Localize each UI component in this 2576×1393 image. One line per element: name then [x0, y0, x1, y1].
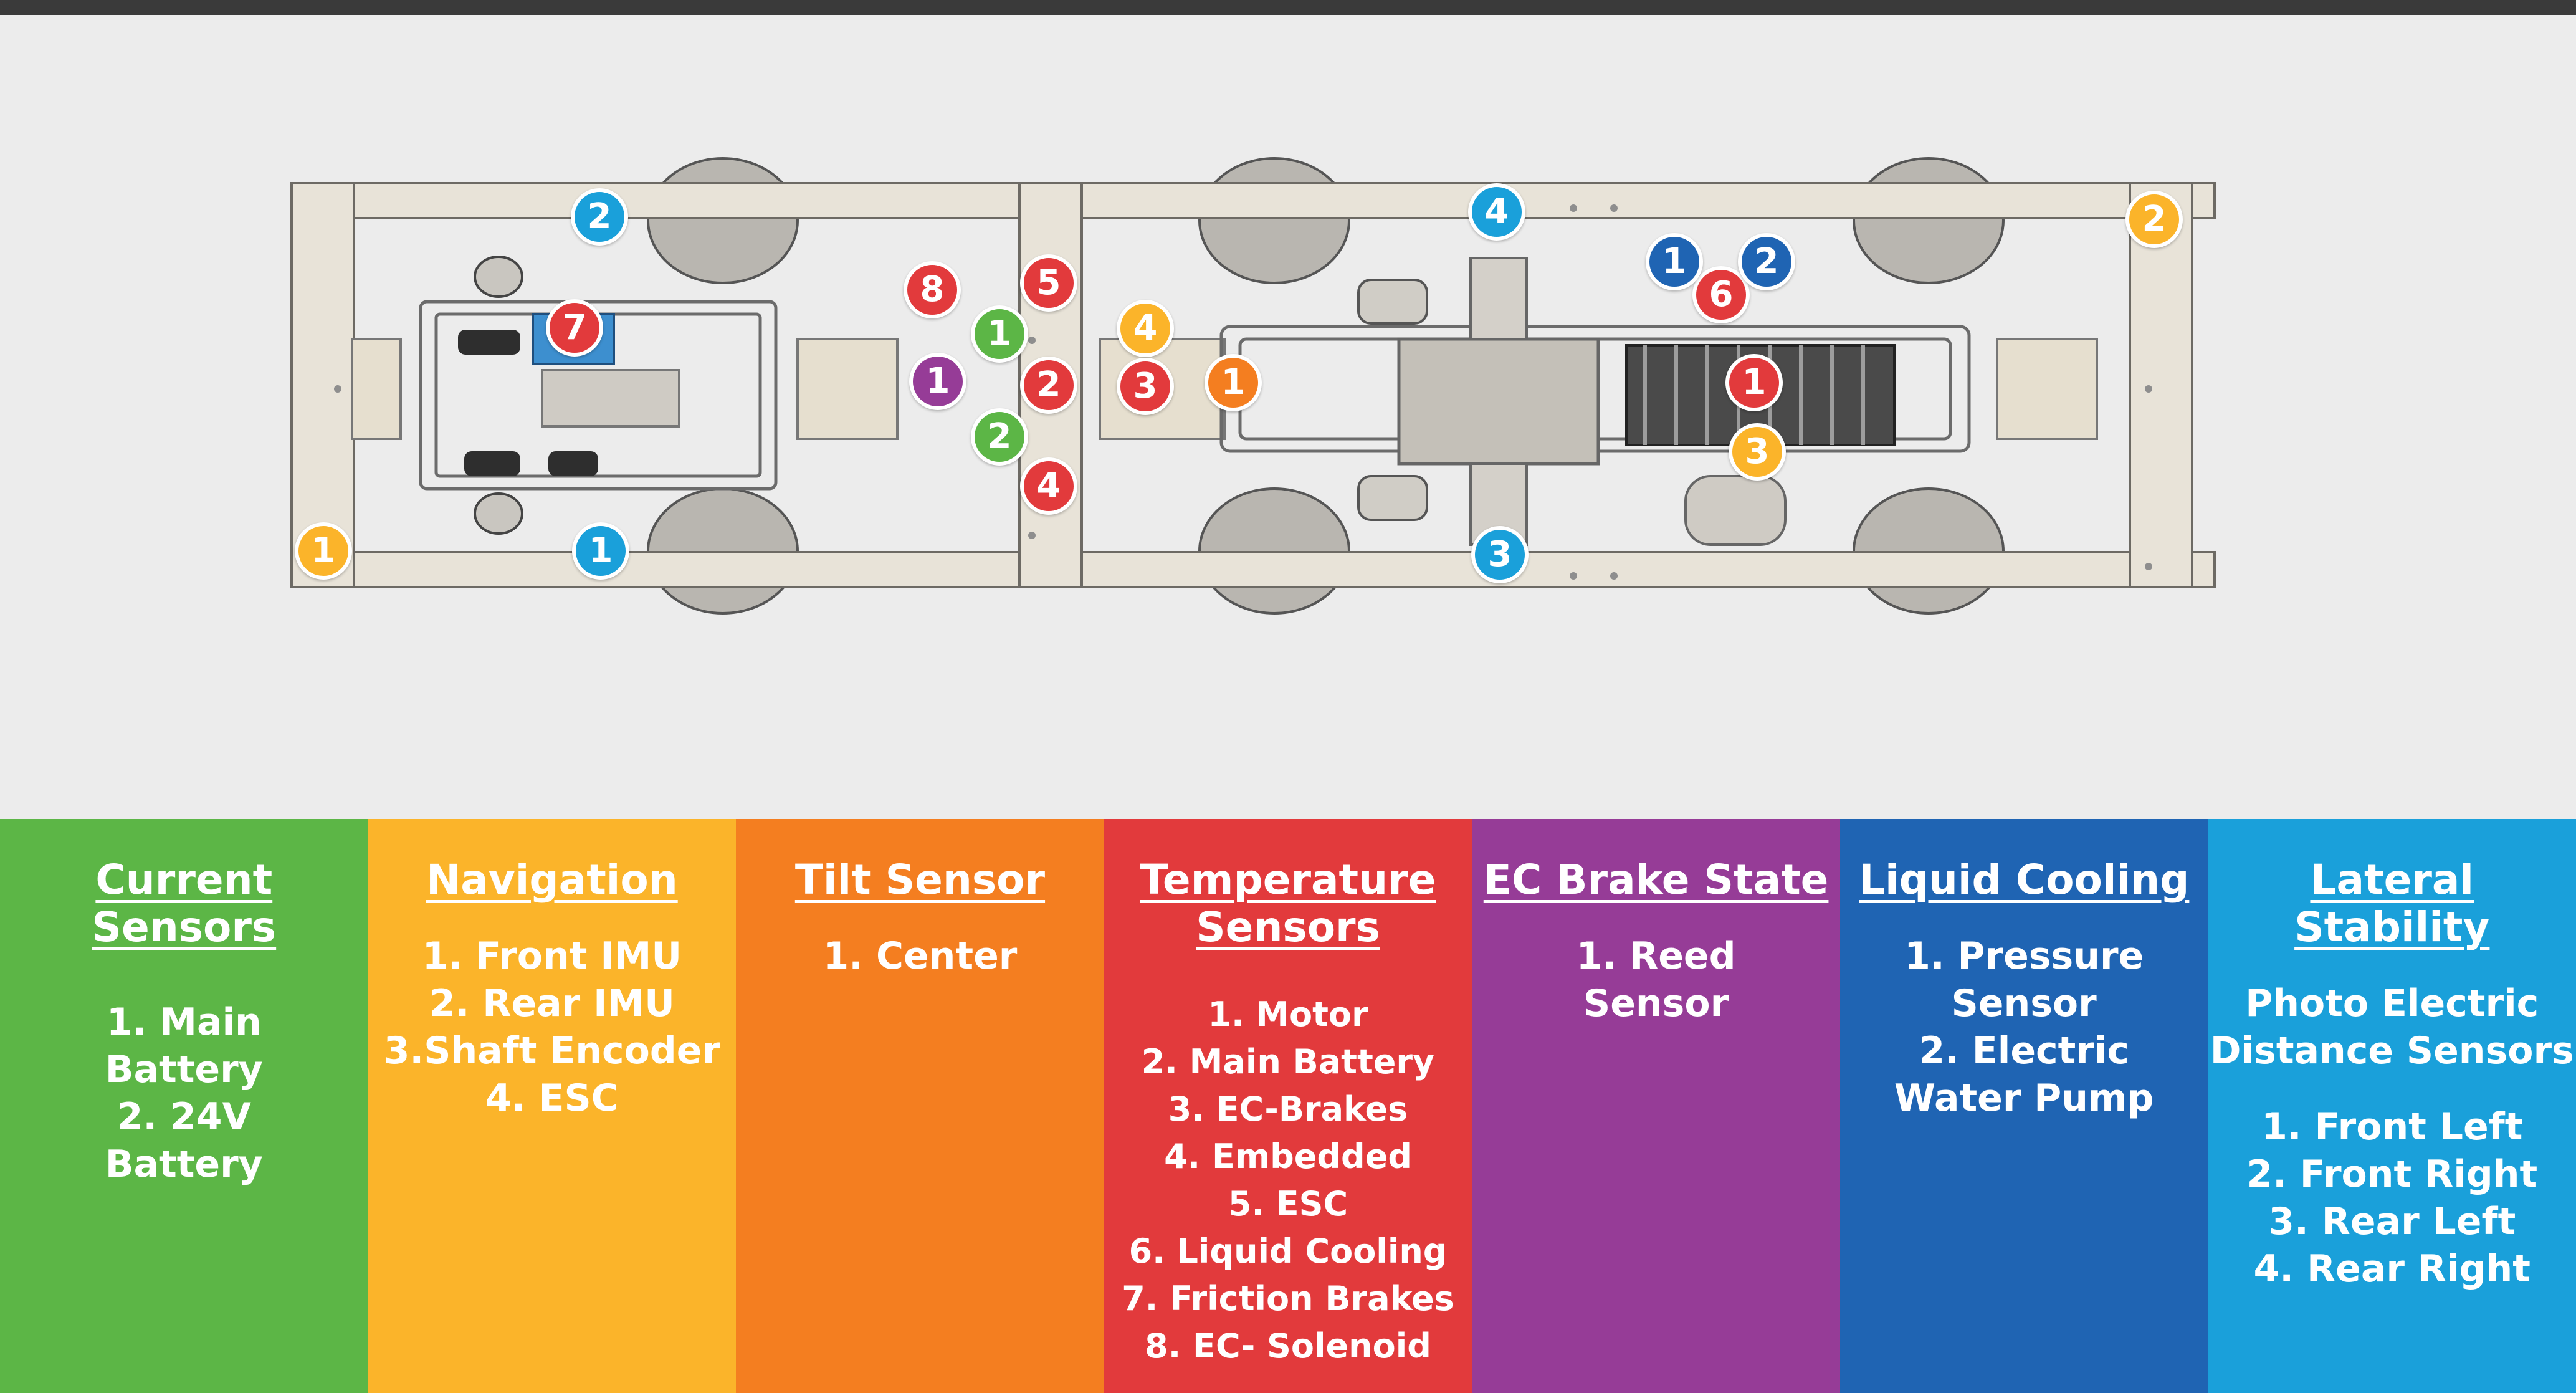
marker-tilt-center: 1 — [1205, 354, 1262, 411]
holes — [334, 204, 2152, 580]
legend-title: Tilt Sensor — [794, 856, 1046, 904]
marker-lateral-rear-left: 3 — [1471, 526, 1529, 583]
marker-temp-liquid-cooling: 6 — [1692, 266, 1750, 323]
legend-navigation: Navigation 1. Front IMU 2. Rear IMU 3.Sh… — [368, 819, 737, 1393]
legend-title: Current Sensors — [92, 856, 277, 951]
legend-title: Temperature Sensors — [1140, 856, 1436, 951]
legend-items: 1. Center — [823, 934, 1018, 978]
legend-items: 1. Front Left 2. Front Right 3. Rear Lef… — [2246, 1105, 2538, 1291]
marker-nav-front-imu: 1 — [295, 522, 352, 580]
top-border — [0, 0, 2576, 15]
legend-tilt-sensor: Tilt Sensor 1. Center — [736, 819, 1104, 1393]
pump — [1684, 475, 1787, 546]
legend-title: Navigation — [426, 856, 678, 904]
marker-cooling-pressure-sensor: 1 — [1646, 233, 1703, 290]
marker-temp-friction-brakes: 7 — [546, 299, 603, 357]
marker-temp-motor: 1 — [1725, 354, 1783, 411]
legend-items: 1. Pressure Sensor 2. Electric Water Pum… — [1894, 934, 2154, 1120]
legend-lateral-stability: Lateral Stability Photo Electric Distanc… — [2208, 819, 2576, 1393]
gears — [458, 330, 598, 476]
legend-items: 1. Motor 2. Main Battery 3. EC-Brakes 4.… — [1122, 995, 1454, 1366]
marker-current-main-battery: 1 — [971, 305, 1028, 363]
legend-liquid-cooling: Liquid Cooling 1. Pressure Sensor 2. Ele… — [1839, 819, 2208, 1393]
legend: Current Sensors 1. Main Battery 2. 24V B… — [0, 819, 2576, 1393]
marker-temp-esc: 5 — [1020, 254, 1077, 312]
legend-subtitle: Photo Electric Distance Sensors — [2210, 982, 2574, 1073]
legend-title: EC Brake State — [1483, 856, 1829, 904]
legend-items: 1. Main Battery 2. 24V Battery — [105, 1000, 263, 1186]
marker-brake-reed-sensor: 1 — [909, 353, 966, 410]
marker-nav-esc: 4 — [1117, 300, 1174, 357]
marker-cooling-water-pump: 2 — [1738, 233, 1795, 290]
marker-temp-ec-brakes: 3 — [1117, 358, 1174, 415]
legend-items: 1. Reed Sensor — [1576, 934, 1736, 1025]
marker-temp-main-battery: 2 — [1020, 357, 1077, 414]
marker-temp-embedded: 4 — [1020, 457, 1077, 515]
legend-title: Lateral Stability — [2294, 856, 2490, 951]
marker-lateral-rear-right: 4 — [1468, 183, 1525, 241]
legend-temperature-sensors: Temperature Sensors 1. Motor 2. Main Bat… — [1104, 819, 1472, 1393]
front-drum — [541, 369, 680, 428]
plates — [351, 338, 2098, 440]
chassis-drawing — [290, 157, 2216, 615]
marker-lateral-front-left: 1 — [572, 522, 629, 580]
marker-nav-rear-imu: 2 — [2125, 191, 2183, 248]
marker-lateral-front-right: 2 — [571, 188, 628, 246]
legend-items: 1. Front IMU 2. Rear IMU 3.Shaft Encoder… — [383, 934, 721, 1120]
marker-current-24v-battery: 2 — [971, 408, 1028, 466]
motor-housing — [1397, 337, 1600, 466]
marker-temp-ec-solenoid: 8 — [904, 261, 961, 318]
legend-title: Liquid Cooling — [1859, 856, 2190, 904]
chassis-diagram: 1 2 1 2 3 4 1 1 2 3 4 5 6 7 8 1 1 2 1 2 … — [0, 15, 2576, 819]
legend-current-sensors: Current Sensors 1. Main Battery 2. 24V B… — [0, 819, 368, 1393]
legend-ec-brake-state: EC Brake State 1. Reed Sensor — [1472, 819, 1840, 1393]
marker-nav-shaft-encoder: 3 — [1729, 423, 1786, 481]
